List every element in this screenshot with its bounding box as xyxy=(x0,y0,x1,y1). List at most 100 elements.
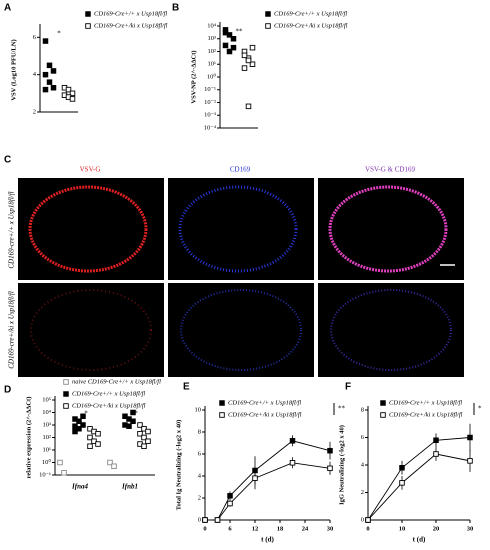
y-axis-label: IgG Neutralizing (-log2 x 40) xyxy=(338,425,345,505)
y-tick-label: 10³ xyxy=(208,35,217,42)
panel-label: D xyxy=(4,385,11,396)
y-tick-label: 10⁴ xyxy=(42,409,52,416)
x-axis-label: t (d) xyxy=(413,536,426,544)
y-tick-label: 10 xyxy=(195,406,202,413)
column-label: VSV-G & CD169 xyxy=(365,166,415,174)
marker xyxy=(130,418,136,424)
micrograph xyxy=(168,283,314,377)
stain xyxy=(180,289,302,371)
legend-marker xyxy=(219,412,225,418)
significance: * xyxy=(134,410,138,418)
panel-label: E xyxy=(183,382,190,393)
legend-label: CD169-Cre+/+ x Usp18fl/fl xyxy=(94,10,167,17)
marker xyxy=(65,86,72,93)
marker xyxy=(230,36,237,42)
marker xyxy=(214,517,221,523)
x-tick-label: 12 xyxy=(252,525,259,532)
line xyxy=(205,440,331,521)
marker xyxy=(87,434,93,441)
legend-marker xyxy=(265,23,271,29)
marker xyxy=(57,459,63,466)
column-label: CD169 xyxy=(230,166,251,174)
marker xyxy=(141,426,147,432)
marker xyxy=(130,409,136,416)
panel-label: A xyxy=(4,3,11,14)
stain xyxy=(178,185,298,273)
micrograph xyxy=(18,178,164,280)
stain xyxy=(328,185,448,273)
marker xyxy=(95,430,101,437)
y-axis-label: VSV-NP (2^-ΔΔCt) xyxy=(190,50,197,103)
line xyxy=(205,462,331,521)
y-tick-label: 2 xyxy=(33,108,36,115)
marker xyxy=(50,68,57,74)
y-tick-label: 8 xyxy=(198,428,201,435)
marker xyxy=(95,441,101,447)
y-tick-label: 0 xyxy=(361,516,364,523)
y-tick-label: 4 xyxy=(361,461,365,468)
line xyxy=(367,437,471,521)
marker xyxy=(433,437,439,444)
marker xyxy=(467,458,473,464)
row-label: CD169-cre+/+ x Usp18fl/fl xyxy=(8,191,16,268)
y-tick-label: 6 xyxy=(361,434,365,441)
marker xyxy=(245,103,252,110)
marker xyxy=(80,422,86,428)
marker xyxy=(87,426,93,432)
y-tick-label: 2 xyxy=(198,494,201,501)
marker xyxy=(46,79,53,85)
marker xyxy=(202,517,208,523)
marker xyxy=(107,459,113,466)
marker xyxy=(50,84,57,91)
marker xyxy=(222,29,229,36)
marker xyxy=(46,62,53,69)
legend-marker xyxy=(265,11,271,17)
y-tick-label: 10⁴ xyxy=(207,22,217,29)
y-tick-label: 2 xyxy=(361,489,364,496)
micrograph xyxy=(168,178,314,280)
y-tick-label: 10⁻¹ xyxy=(204,86,216,93)
marker xyxy=(91,438,97,445)
legend-marker xyxy=(63,379,69,385)
marker xyxy=(111,463,117,470)
legend-marker xyxy=(380,400,386,406)
legend-label: CD169-Cre+/+ x Usp18fl/fl xyxy=(72,390,145,397)
x-tick-label: Ifnb1 xyxy=(121,483,138,491)
y-tick-label: 10⁻¹ xyxy=(39,471,51,478)
panel-label: C xyxy=(4,155,11,166)
x-axis-label: t (d) xyxy=(261,536,274,544)
legend-label: CD169-Cre+/+ x Usp18fl/fl xyxy=(228,399,301,406)
y-axis-label: Total Ig Neutralizing (-log2 x 40) xyxy=(175,420,182,511)
column-label: VSV-G xyxy=(80,166,101,174)
y-tick-label: 10⁰ xyxy=(207,72,217,80)
marker xyxy=(42,86,49,93)
micrograph xyxy=(318,283,464,377)
legend-label: CD169-Cre+/+ x Usp18fl/fl xyxy=(274,10,347,17)
marker xyxy=(327,465,333,472)
x-tick-label: 24 xyxy=(302,525,309,532)
x-tick-label: 20 xyxy=(433,525,440,532)
marker xyxy=(137,430,143,437)
legend-marker xyxy=(85,23,91,29)
legend-label: CD169-Cre+/+ x Usp18fl/fl xyxy=(389,399,462,406)
significance: * xyxy=(57,30,61,38)
marker xyxy=(241,52,248,59)
line xyxy=(367,453,471,521)
y-tick-label: 10² xyxy=(43,434,52,441)
marker xyxy=(126,423,132,429)
stain xyxy=(330,289,452,371)
x-tick-label: 6 xyxy=(228,525,232,532)
y-axis-label: VSV (Log10 PFU/LN) xyxy=(10,39,17,100)
stain xyxy=(28,185,148,273)
marker xyxy=(289,438,296,444)
y-tick-label: 8 xyxy=(361,406,364,413)
marker xyxy=(399,465,405,471)
marker xyxy=(141,443,147,449)
marker xyxy=(76,426,82,432)
significance: * xyxy=(84,410,88,418)
legend-marker xyxy=(85,11,91,17)
significance: * xyxy=(478,405,482,413)
x-tick-label: 30 xyxy=(467,525,474,532)
y-tick-label: 4 xyxy=(198,472,202,479)
